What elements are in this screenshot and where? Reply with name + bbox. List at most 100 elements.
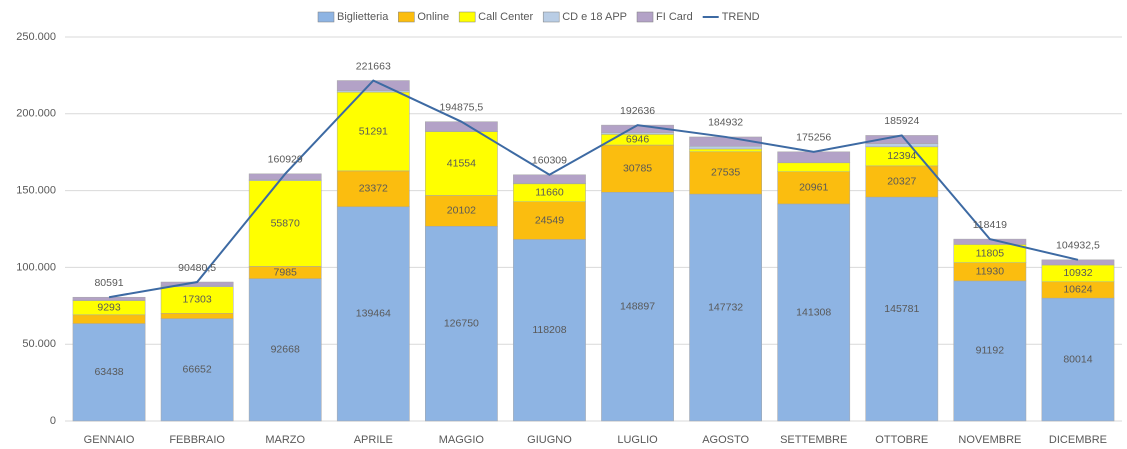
- legend-label: TREND: [722, 11, 760, 23]
- data-label: 126750: [444, 317, 479, 329]
- bar-segment: [953, 280, 1027, 422]
- x-tick-label: FEBBRAIO: [169, 434, 225, 446]
- bar-segment: [1041, 259, 1115, 266]
- y-tick-label: 200.000: [16, 108, 56, 120]
- y-tick-label: 50.000: [22, 338, 56, 350]
- data-label: 118208: [532, 324, 566, 336]
- data-label: 17303: [183, 294, 212, 306]
- data-label: 141308: [796, 306, 831, 318]
- data-label: 147732: [708, 301, 743, 313]
- x-tick-label: GIUGNO: [527, 434, 572, 446]
- data-label: 66652: [183, 364, 212, 376]
- bar-segment: [689, 148, 762, 153]
- data-label: 63438: [94, 366, 123, 378]
- data-label: 20961: [799, 182, 828, 194]
- y-tick-label: 150.000: [16, 185, 56, 197]
- data-label: 20102: [447, 205, 476, 217]
- bar-segment: [777, 151, 851, 163]
- data-label: 90480,5: [178, 262, 216, 274]
- bar-segment: [689, 151, 762, 195]
- bar-segment: [336, 206, 410, 422]
- data-label: 192636: [620, 105, 655, 117]
- data-label: 51291: [359, 125, 388, 137]
- x-tick-label: SETTEMBRE: [780, 434, 847, 446]
- data-label: 30785: [623, 162, 652, 174]
- data-label: 7985: [274, 266, 298, 278]
- data-label: 160929: [268, 154, 303, 166]
- legend-label: CD e 18 APP: [562, 11, 627, 23]
- bar-segment: [513, 174, 586, 184]
- x-tick-label: OTTOBRE: [875, 434, 928, 446]
- bar-segment: [72, 314, 146, 324]
- legend-label: FI Card: [656, 11, 693, 23]
- legend-swatch: [317, 11, 335, 23]
- trend-line: [108, 79, 1079, 299]
- bar-segment: [865, 143, 939, 148]
- data-label: 24549: [535, 214, 564, 226]
- x-tick-label: MARZO: [265, 434, 305, 446]
- bar-segment: [248, 278, 322, 422]
- legend-swatch: [458, 11, 476, 23]
- data-label: 185924: [884, 115, 919, 127]
- data-label: 10932: [1063, 267, 1092, 279]
- bar-segment: [865, 196, 939, 422]
- data-label: 80014: [1063, 353, 1092, 365]
- data-label: 11660: [535, 187, 564, 199]
- legend-label: Online: [417, 11, 449, 23]
- y-tick-label: 250.000: [16, 31, 56, 43]
- bar-segment: [336, 170, 410, 208]
- bar-segment: [336, 80, 410, 91]
- data-label: 20327: [887, 175, 916, 187]
- bar-segment: [248, 180, 322, 267]
- data-label: 23372: [359, 183, 388, 195]
- bar-segment: [425, 121, 498, 132]
- bar-segment: [513, 239, 586, 422]
- data-label: 55870: [271, 217, 300, 229]
- legend-swatch: [542, 11, 560, 23]
- bar-segment: [425, 226, 498, 422]
- bar-segment: [777, 203, 851, 422]
- data-label: 11930: [976, 266, 1005, 278]
- legend-swatch: [636, 11, 654, 23]
- x-tick-label: NOVEMBRE: [958, 434, 1021, 446]
- bar-segment: [513, 201, 586, 240]
- data-label: 10624: [1063, 284, 1092, 296]
- data-label: 6946: [626, 133, 650, 145]
- data-label: 104932,5: [1056, 240, 1100, 252]
- data-label: 12394: [887, 150, 916, 162]
- data-label: 145781: [884, 303, 919, 315]
- x-tick-label: APRILE: [354, 434, 393, 446]
- data-label: 9293: [97, 301, 121, 313]
- x-tick-label: AGOSTO: [702, 434, 749, 446]
- bar-segment: [689, 146, 762, 150]
- data-label: 27535: [711, 167, 740, 179]
- bar-segment: [689, 193, 762, 422]
- bar-segment: [865, 165, 939, 198]
- data-label: 41554: [447, 157, 476, 169]
- data-label: 92668: [271, 344, 300, 356]
- bar-segment: [160, 286, 234, 314]
- data-label: 118419: [973, 219, 1007, 231]
- data-label: 221663: [356, 60, 391, 72]
- bar-segment: [601, 192, 674, 422]
- legend-swatch: [398, 11, 415, 23]
- bar-segment: [72, 296, 146, 301]
- y-tick-label: 100.000: [16, 261, 56, 273]
- bar-segment: [160, 318, 234, 422]
- bar-segment: [777, 171, 851, 205]
- bar-segment: [72, 323, 146, 422]
- data-label: 91192: [976, 345, 1005, 357]
- data-label: 139464: [356, 308, 391, 320]
- bar-segment: [425, 131, 498, 196]
- data-label: 11805: [976, 247, 1005, 259]
- data-label: 194875,5: [439, 101, 483, 113]
- bar-segment: [601, 144, 674, 193]
- bar-segment: [1041, 297, 1115, 422]
- x-tick-label: GENNAIO: [84, 434, 135, 446]
- bar-segment: [777, 162, 851, 173]
- data-label: 80591: [94, 277, 123, 289]
- y-tick-label: 0: [50, 415, 56, 427]
- data-label: 175256: [796, 132, 831, 144]
- data-label: 160309: [532, 155, 567, 167]
